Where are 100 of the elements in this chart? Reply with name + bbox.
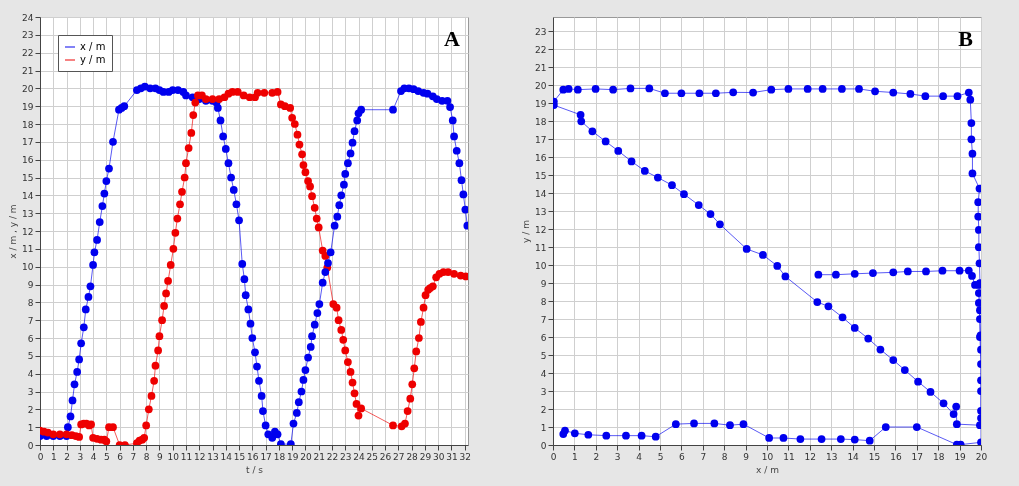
y-tick-label: 9 xyxy=(540,278,547,289)
x-tick-label: 0 xyxy=(37,451,44,462)
y-tick-label: 11 xyxy=(535,242,547,253)
x-tick-label: 23 xyxy=(340,451,352,462)
x-tick-label: 26 xyxy=(379,451,392,462)
x-tick-label: 3 xyxy=(77,451,84,462)
x-tick-label: 27 xyxy=(393,451,405,462)
annotation: B xyxy=(958,26,974,51)
y-tick-label: 13 xyxy=(535,206,547,217)
x-axis-title: t / s xyxy=(246,464,264,475)
y-tick-label: 20 xyxy=(535,80,547,91)
x-tick-label: 1 xyxy=(50,451,57,462)
x-tick-label: 15 xyxy=(233,451,246,462)
y-tick-label: 1 xyxy=(540,422,547,433)
x-tick-label: 7 xyxy=(130,451,137,462)
x-tick-label: 20 xyxy=(300,451,312,462)
y-tick-label: 9 xyxy=(27,280,34,290)
y-axis-title: x / m , y / m xyxy=(8,204,19,259)
y-tick-label: 7 xyxy=(27,315,34,326)
y-tick-label: 19 xyxy=(22,101,34,112)
y-tick-label: 5 xyxy=(27,351,34,362)
y-tick-label: 8 xyxy=(27,297,34,308)
y-tick-label: 19 xyxy=(535,98,547,109)
x-tick-label: 18 xyxy=(932,451,945,462)
y-tick-label: 22 xyxy=(22,48,34,59)
y-tick-label: 17 xyxy=(535,134,547,145)
x-tick-label: 11 xyxy=(783,451,795,462)
y-tick-label: 15 xyxy=(22,173,34,183)
x-tick-label: 10 xyxy=(167,451,180,462)
y-tick-label: 22 xyxy=(535,44,547,55)
x-tick-label: 18 xyxy=(273,451,286,462)
y-tick-label: 15 xyxy=(535,170,547,181)
x-tick-label: 30 xyxy=(432,451,445,462)
y-tick-label: 6 xyxy=(540,332,547,343)
legend-label: y / m xyxy=(80,54,106,65)
x-tick-label: 15 xyxy=(868,451,881,462)
y-tick-label: 16 xyxy=(535,152,547,163)
x-tick-label: 32 xyxy=(459,451,471,462)
y-tick-label: 4 xyxy=(27,369,34,380)
y-tick-label: 1 xyxy=(27,422,34,433)
y-tick-label: 5 xyxy=(540,350,547,361)
x-tick-label: 4 xyxy=(90,451,97,462)
y-tick-label: 23 xyxy=(22,30,34,41)
x-tick-label: 8 xyxy=(721,451,728,462)
x-tick-label: 21 xyxy=(313,451,325,462)
y-tick-label: 13 xyxy=(22,208,34,219)
y-tick-label: 2 xyxy=(27,404,34,415)
x-tick-label: 22 xyxy=(326,451,339,462)
y-tick-label: 21 xyxy=(22,66,34,76)
y-tick-label: 24 xyxy=(22,12,34,23)
x-tick-label: 7 xyxy=(700,451,707,462)
x-tick-label: 6 xyxy=(679,451,686,462)
x-tick-label: 12 xyxy=(804,451,817,462)
x-tick-label: 13 xyxy=(825,451,838,462)
y-tick-label: 0 xyxy=(27,440,34,451)
x-tick-label: 13 xyxy=(207,451,219,462)
y-tick-label: 3 xyxy=(540,386,547,397)
x-tick-label: 17 xyxy=(911,451,924,462)
x-tick-label: 16 xyxy=(247,451,259,462)
x-tick-label: 16 xyxy=(890,451,902,462)
y-tick-label: 16 xyxy=(22,155,34,166)
y-tick-label: 21 xyxy=(535,62,547,73)
x-tick-label: 19 xyxy=(954,451,967,462)
x-tick-label: 28 xyxy=(406,451,419,462)
x-tick-label: 9 xyxy=(743,451,750,462)
x-tick-label: 19 xyxy=(286,451,299,462)
x-tick-label: 5 xyxy=(657,451,664,462)
y-tick-label: 18 xyxy=(535,116,547,127)
y-tick-label: 18 xyxy=(22,119,34,130)
x-tick-label: 8 xyxy=(143,451,150,462)
y-axis-title: y / m xyxy=(521,220,532,243)
y-tick-label: 14 xyxy=(535,188,547,199)
x-tick-label: 25 xyxy=(366,451,379,462)
y-tick-label: 2 xyxy=(540,404,547,415)
y-tick-label: 20 xyxy=(22,83,34,94)
x-tick-label: 2 xyxy=(593,451,600,462)
legend-label: x / m xyxy=(80,41,106,52)
y-tick-label: 4 xyxy=(540,368,547,379)
x-axis-title: x / m xyxy=(756,464,779,475)
x-tick-label: 31 xyxy=(446,451,458,462)
x-tick-label: 6 xyxy=(117,451,124,462)
x-tick-label: 4 xyxy=(636,451,643,462)
x-tick-label: 14 xyxy=(220,451,233,462)
x-tick-label: 14 xyxy=(847,451,860,462)
y-tick-label: 10 xyxy=(22,262,34,273)
x-tick-label: 11 xyxy=(180,451,193,462)
y-tick-label: 14 xyxy=(22,190,34,201)
x-tick-label: 10 xyxy=(761,451,774,462)
x-tick-label: 17 xyxy=(260,451,272,462)
y-tick-label: 17 xyxy=(22,137,34,148)
y-tick-label: 12 xyxy=(22,226,34,237)
y-tick-label: 10 xyxy=(535,260,547,271)
x-tick-label: 3 xyxy=(614,451,621,462)
x-tick-label: 24 xyxy=(353,451,366,462)
y-tick-label: 11 xyxy=(22,244,34,255)
y-tick-label: 12 xyxy=(535,224,547,235)
y-tick-label: 7 xyxy=(540,314,547,325)
x-tick-label: 9 xyxy=(157,451,164,462)
y-tick-label: 0 xyxy=(540,440,547,451)
x-tick-label: 2 xyxy=(64,451,70,462)
